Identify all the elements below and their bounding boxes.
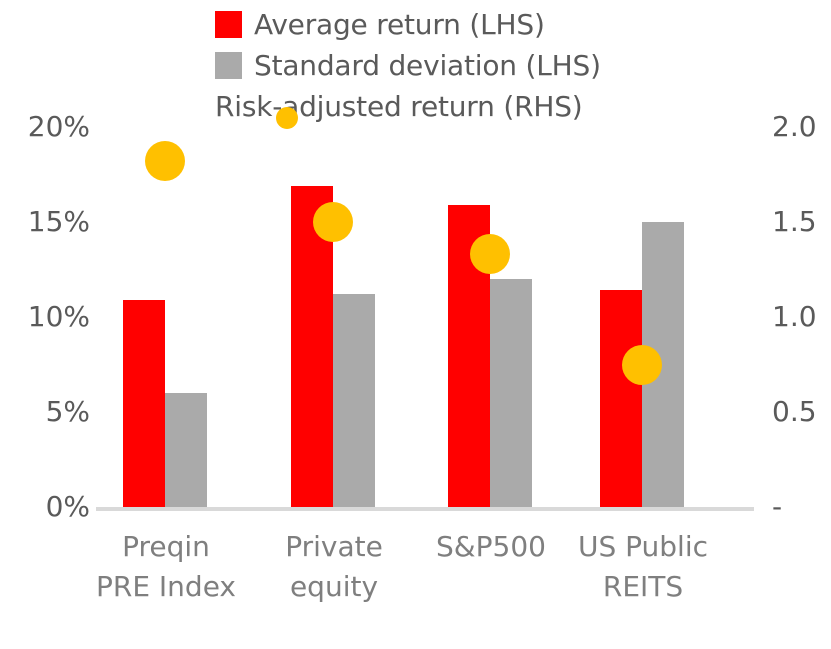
x-axis-label-1-line-2: equity [289, 570, 379, 603]
x-axis-label-2-line-1: S&P500 [436, 530, 546, 563]
x-axis-label-1: Private equity [254, 527, 414, 607]
dot-risk-adjusted-return-1[interactable] [313, 202, 353, 242]
bar-group-2 [421, 127, 561, 507]
bar-group-0 [96, 127, 236, 507]
y-axis-right-tick-2-0: 2.0 [772, 110, 817, 143]
y-axis-right-tick-0-5: 0.5 [772, 395, 817, 428]
bar-standard-deviation-2[interactable] [490, 279, 532, 507]
bar-group-3 [573, 127, 713, 507]
legend-label-standard-deviation: Standard deviation (LHS) [254, 49, 601, 82]
plot-area [96, 127, 754, 507]
x-axis-label-0-line-2: PRE Index [95, 570, 236, 603]
y-axis-left-tick-0: 0% [45, 490, 90, 523]
x-axis-label-2: S&P500 [411, 527, 571, 567]
y-axis-left-tick-10: 10% [27, 300, 90, 333]
bar-average-return-0[interactable] [123, 299, 165, 507]
legend-item-risk-adjusted-return[interactable]: Risk-adjusted return (RHS) [215, 86, 685, 129]
x-axis-labels: Preqin PRE Index Private equity S&P500 U… [96, 527, 754, 637]
legend-swatch-risk-adjusted-return [276, 106, 298, 129]
legend-swatch-standard-deviation [215, 52, 242, 79]
y-axis-right-tick-zero: - [772, 490, 783, 523]
x-axis-line [96, 507, 754, 511]
y-axis-right-tick-1-5: 1.5 [772, 205, 817, 238]
legend-item-average-return[interactable]: Average return (LHS) [215, 4, 685, 45]
x-axis-label-0-line-1: Preqin [122, 530, 210, 563]
x-axis-label-3: US Public REITS [563, 527, 723, 607]
legend-item-standard-deviation[interactable]: Standard deviation (LHS) [215, 45, 685, 86]
dot-risk-adjusted-return-3[interactable] [622, 344, 662, 385]
x-axis-label-3-line-2: REITS [602, 570, 684, 603]
y-axis-left-tick-15: 15% [27, 205, 90, 238]
bar-standard-deviation-0[interactable] [165, 393, 207, 507]
chart-legend: Average return (LHS) Standard deviation … [215, 4, 685, 129]
x-axis-label-0: Preqin PRE Index [86, 527, 246, 607]
legend-swatch-average-return [215, 11, 242, 38]
y-axis-left-tick-20: 20% [27, 110, 90, 143]
bar-standard-deviation-1[interactable] [333, 294, 375, 507]
legend-label-risk-adjusted-return: Risk-adjusted return (RHS) [215, 90, 583, 123]
bar-average-return-3[interactable] [600, 290, 642, 507]
legend-label-average-return: Average return (LHS) [254, 8, 545, 41]
y-axis-right-tick-1-0: 1.0 [772, 300, 817, 333]
bar-group-1 [264, 127, 404, 507]
x-axis-label-1-line-1: Private [285, 530, 383, 563]
dot-risk-adjusted-return-0[interactable] [145, 141, 185, 182]
dot-risk-adjusted-return-2[interactable] [470, 234, 510, 275]
y-axis-left-tick-5: 5% [45, 395, 90, 428]
x-axis-label-3-line-1: US Public [577, 530, 709, 563]
